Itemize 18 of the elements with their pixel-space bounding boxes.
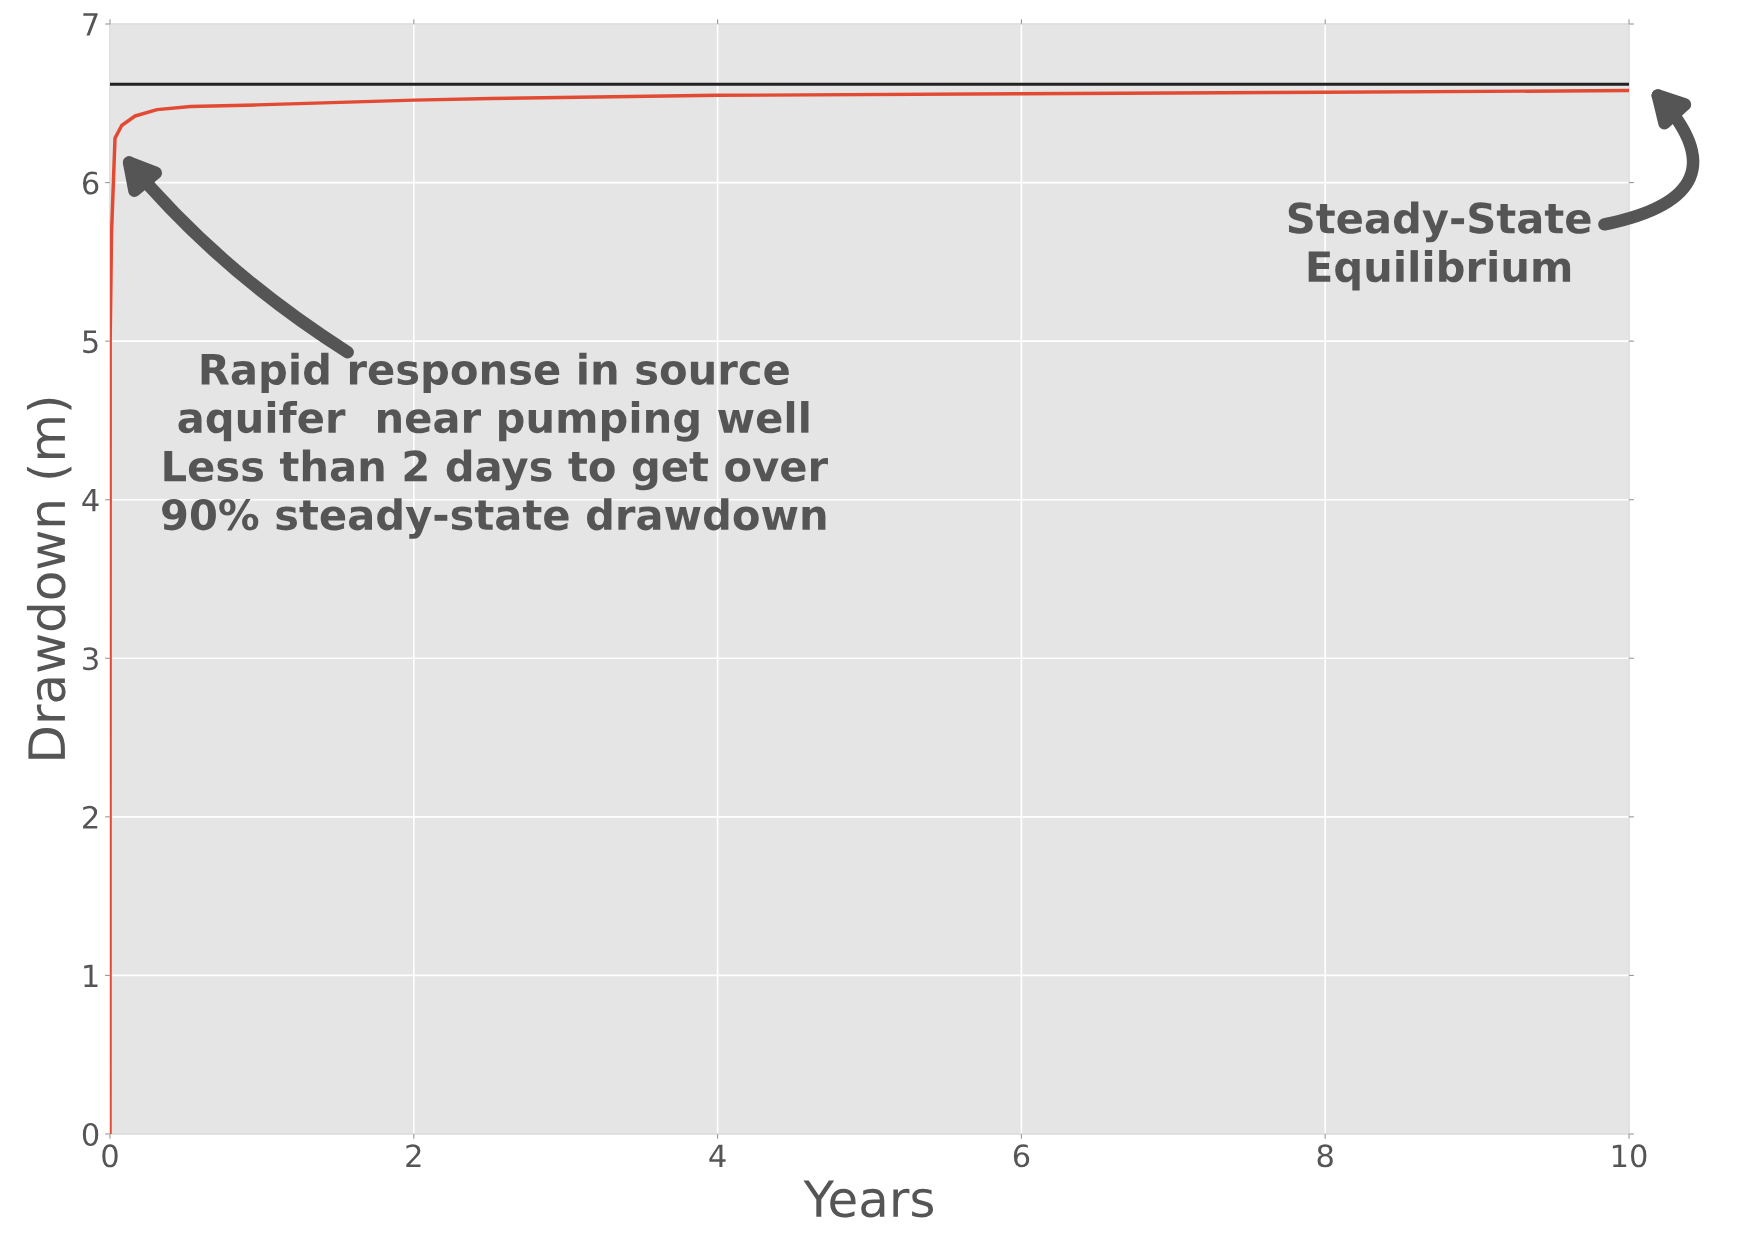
y-axis-title: Drawdown (m) (26, 398, 72, 759)
x-tick-label: 8 (1317, 1144, 1333, 1168)
x-tick-label: 4 (709, 1144, 726, 1167)
y-tick-label: 1 (84, 964, 98, 988)
y-tick-label: 5 (83, 330, 98, 354)
y-tick-label: 6 (82, 171, 99, 195)
annotation: Steady-State Equilibrium (1288, 201, 1591, 291)
x-axis-title: Years (803, 1180, 934, 1218)
x-tick-label: 2 (406, 1144, 421, 1167)
y-tick-label: 7 (83, 13, 98, 36)
y-tick-label: 0 (82, 1122, 99, 1147)
y-tick-label: 3 (83, 647, 98, 671)
x-tick-label: 6 (1013, 1144, 1030, 1168)
x-tick-label: 0 (102, 1144, 118, 1168)
y-tick-label: 2 (83, 805, 98, 829)
annotation: Rapid response in source aquifer near pumping well Less than 2 days to get over 90% steady-state drawdown (162, 352, 828, 539)
y-tick-label: 4 (82, 489, 99, 512)
x-tick-label: 10 (1612, 1144, 1647, 1168)
